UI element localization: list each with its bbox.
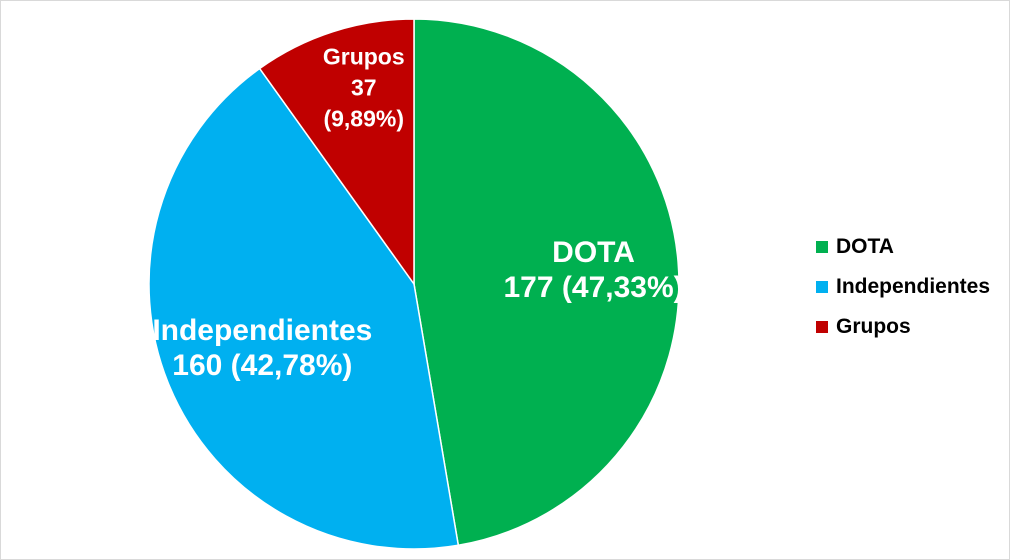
legend-label-grupos: Grupos	[836, 315, 911, 338]
pie-slice-grupos	[258, 18, 415, 287]
legend-swatch-dota	[816, 241, 828, 253]
pie-slice-independientes	[148, 67, 460, 550]
legend-swatch-grupos	[816, 321, 828, 333]
data-label-grupos-line-1: 37	[351, 75, 377, 101]
data-label-independientes-line-0: Independientes	[152, 314, 372, 347]
legend-item-grupos: Grupos	[816, 307, 990, 347]
data-label-dota-line-0: DOTA	[552, 236, 635, 269]
legend-item-dota: DOTA	[816, 227, 990, 267]
legend-swatch-independientes	[816, 281, 828, 293]
data-label-grupos: Grupos 37 (9,89%)	[323, 44, 405, 132]
legend-item-independientes: Independientes	[816, 267, 990, 307]
legend: DOTA Independientes Grupos	[816, 227, 990, 347]
data-label-grupos-line-2: (9,89%)	[323, 106, 404, 132]
legend-label-dota: DOTA	[836, 235, 894, 258]
data-label-independientes: Independientes 160 (42,78%)	[152, 314, 372, 382]
data-label-grupos-line-0: Grupos	[323, 44, 405, 70]
legend-label-independientes: Independientes	[836, 275, 991, 298]
pie-slice-dota	[413, 18, 680, 547]
data-label-dota: DOTA 177 (47,33%)	[504, 236, 684, 304]
data-label-independientes-line-1: 160 (42,78%)	[172, 349, 352, 382]
data-label-dota-line-1: 177 (47,33%)	[504, 271, 684, 304]
